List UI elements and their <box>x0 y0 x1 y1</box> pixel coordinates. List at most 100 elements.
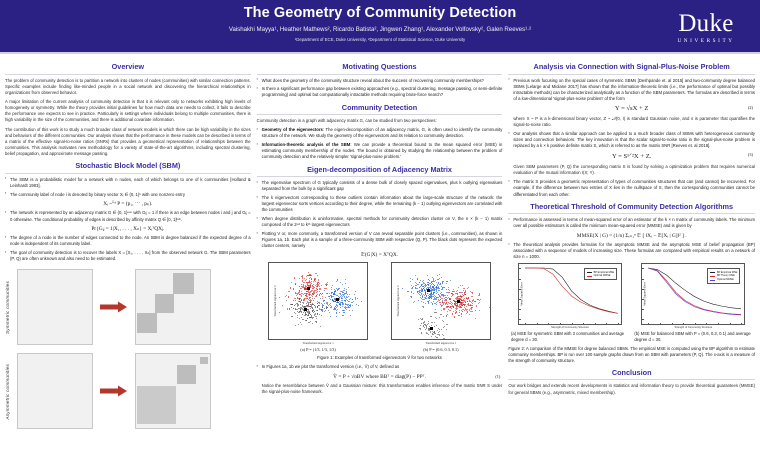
scatter-point <box>463 288 465 290</box>
scatter-point <box>432 303 434 305</box>
scatter-point <box>301 309 303 311</box>
scatter-point <box>446 306 448 308</box>
scatter-point <box>464 307 466 309</box>
scatter-point <box>426 281 428 283</box>
scatter-point <box>478 300 480 302</box>
series-line <box>525 268 619 315</box>
scatter-point <box>307 275 309 277</box>
scatter-point <box>312 286 315 288</box>
scatter-point <box>422 293 424 295</box>
scatter-point <box>317 282 319 284</box>
scatter-point <box>456 311 458 313</box>
scatter-point <box>453 306 455 308</box>
scatter-point <box>469 303 472 305</box>
plot-area: Transformed eigenvector 2 <box>390 262 491 341</box>
scatter-point <box>307 304 309 306</box>
scatter-point <box>430 281 432 283</box>
scatter-point <box>305 289 307 291</box>
scatter-point <box>434 288 436 290</box>
scatter-point <box>326 307 328 309</box>
scatter-point <box>332 308 334 310</box>
scatter-point <box>318 314 320 316</box>
scatter-point <box>295 307 297 309</box>
divider <box>508 379 756 381</box>
scatter-point <box>341 303 343 305</box>
scatter-point <box>471 292 473 294</box>
scatter-point <box>299 310 301 312</box>
scatter-point <box>293 305 295 307</box>
scatter-point <box>431 290 433 292</box>
scatter-point <box>446 280 448 283</box>
scatter-point <box>457 296 459 298</box>
scatter-point <box>436 329 438 331</box>
scatter-point <box>440 296 442 298</box>
equation-expected-centers: 𝔼(G|X) = XᵀQX. <box>360 252 399 259</box>
scatter-point <box>455 302 457 304</box>
scatter-point <box>340 293 342 295</box>
scatter-point <box>440 309 443 312</box>
scatter-point <box>433 296 435 298</box>
scatter-point <box>345 291 347 293</box>
scatter-point <box>469 301 471 303</box>
scatter-point <box>428 282 430 284</box>
scatter-point <box>438 330 440 332</box>
scatter-point <box>311 311 313 313</box>
scatter-point <box>436 324 438 326</box>
scatter-point <box>300 295 302 297</box>
scatter-point <box>298 311 300 313</box>
legend-item: BP Empirical MSE <box>587 271 614 275</box>
scatter-point <box>308 281 310 283</box>
scatter-point <box>317 281 319 283</box>
scatter-point <box>420 289 422 291</box>
scatter-point <box>331 294 333 296</box>
scatter-point <box>432 287 434 289</box>
divider <box>5 172 251 174</box>
scatter-point <box>427 287 429 289</box>
scatter-point <box>462 292 464 294</box>
scatter-point <box>436 304 438 306</box>
scatter-point <box>333 308 335 310</box>
equation-2: Y = √sX + Z (2) <box>508 105 755 112</box>
scatter-point <box>315 285 317 287</box>
scatter-point <box>304 299 306 301</box>
scatter-point <box>422 288 424 290</box>
scatter-point <box>323 288 325 290</box>
scatter-point <box>307 294 309 296</box>
scatter-point <box>444 294 446 296</box>
scatter-point <box>345 303 347 305</box>
community-block <box>137 313 157 333</box>
scatter-point <box>309 320 311 322</box>
scatter-point <box>419 281 421 283</box>
scatter-point <box>307 305 309 307</box>
scatter-point <box>422 281 424 283</box>
scatter-point <box>418 291 420 293</box>
scatter-point <box>293 312 295 314</box>
scatter-point <box>306 295 308 297</box>
scatter-point <box>325 287 327 289</box>
scatter-point <box>307 305 309 307</box>
scatter-point <box>310 315 312 317</box>
figure-1-caption: Figure 1: Examples of transformed eigenv… <box>317 355 442 361</box>
scatter-point <box>429 332 431 334</box>
scatter-point <box>318 278 320 280</box>
scatter-point <box>344 306 346 308</box>
section-heading-community-detection: Community Detection <box>341 102 418 112</box>
legend-label: Optimal MMSE <box>716 278 734 282</box>
scatter-point <box>443 297 445 299</box>
scatter-point <box>418 287 420 289</box>
scatter-point <box>472 295 474 297</box>
list-item: The theoretical analysis provides formul… <box>508 242 755 260</box>
scatter-point <box>448 299 450 301</box>
scatter-point <box>420 297 422 299</box>
scatter-point <box>297 304 299 306</box>
scatter-point <box>422 279 424 281</box>
legend-item: Optimal MMSE <box>710 278 737 282</box>
scatter-point <box>306 302 308 304</box>
duke-logo: Duke UNIVERSITY <box>662 6 750 48</box>
scatter-point <box>308 308 310 310</box>
scatter-point <box>430 302 432 304</box>
scatter-point <box>312 309 315 311</box>
noise-texture <box>136 270 210 345</box>
scatter-point <box>342 296 344 298</box>
scatter-point <box>440 329 443 331</box>
